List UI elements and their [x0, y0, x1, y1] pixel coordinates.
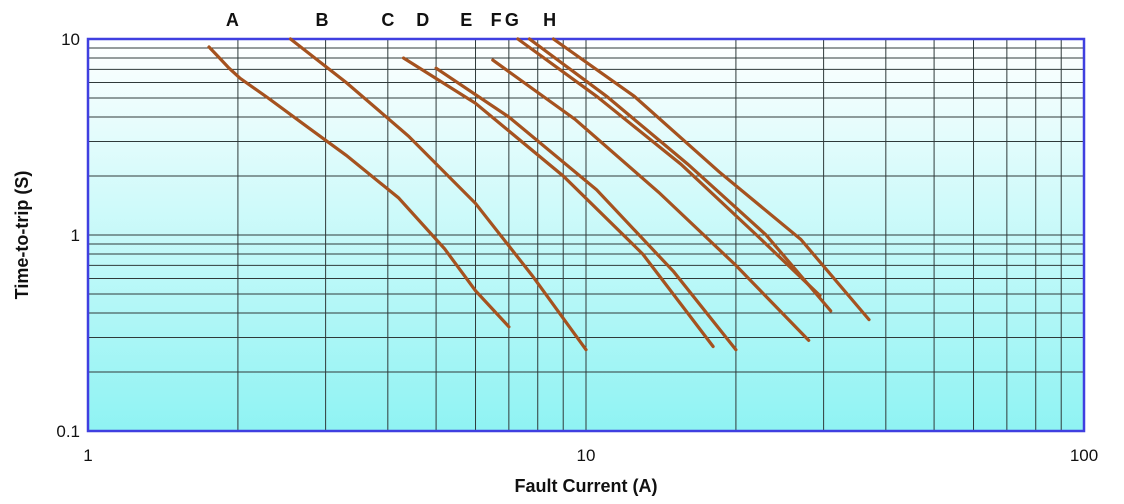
curve-label-a: A — [226, 10, 239, 30]
series-line-c — [401, 56, 715, 349]
grid — [88, 39, 1084, 431]
series-line-g — [527, 37, 833, 313]
x-tick-label: 1 — [83, 446, 92, 465]
y-tick-label: 10 — [61, 30, 80, 49]
curve-label-h: H — [543, 10, 556, 30]
curve-label-b: B — [315, 10, 328, 30]
x-tick-label: 100 — [1070, 446, 1098, 465]
y-tick-label: 0.1 — [56, 422, 80, 441]
series-line-d — [434, 66, 738, 352]
plot-frame — [86, 37, 1086, 433]
x-axis-title: Fault Current (A) — [515, 476, 658, 496]
series-line-f — [516, 37, 822, 298]
curve-label-d: D — [416, 10, 429, 30]
series-line-e — [491, 58, 811, 342]
curve-label-g: G — [505, 10, 519, 30]
curve-label-c: C — [381, 10, 394, 30]
series-line-b — [288, 37, 588, 352]
y-tick-label: 1 — [71, 226, 80, 245]
y-axis-title: Time-to-trip (S) — [12, 171, 32, 300]
curve-label-e: E — [460, 10, 472, 30]
series-group — [207, 37, 871, 352]
curve-label-f: F — [491, 10, 502, 30]
series-line-h — [551, 37, 871, 322]
x-tick-label: 10 — [577, 446, 596, 465]
series-line-a — [207, 45, 511, 329]
